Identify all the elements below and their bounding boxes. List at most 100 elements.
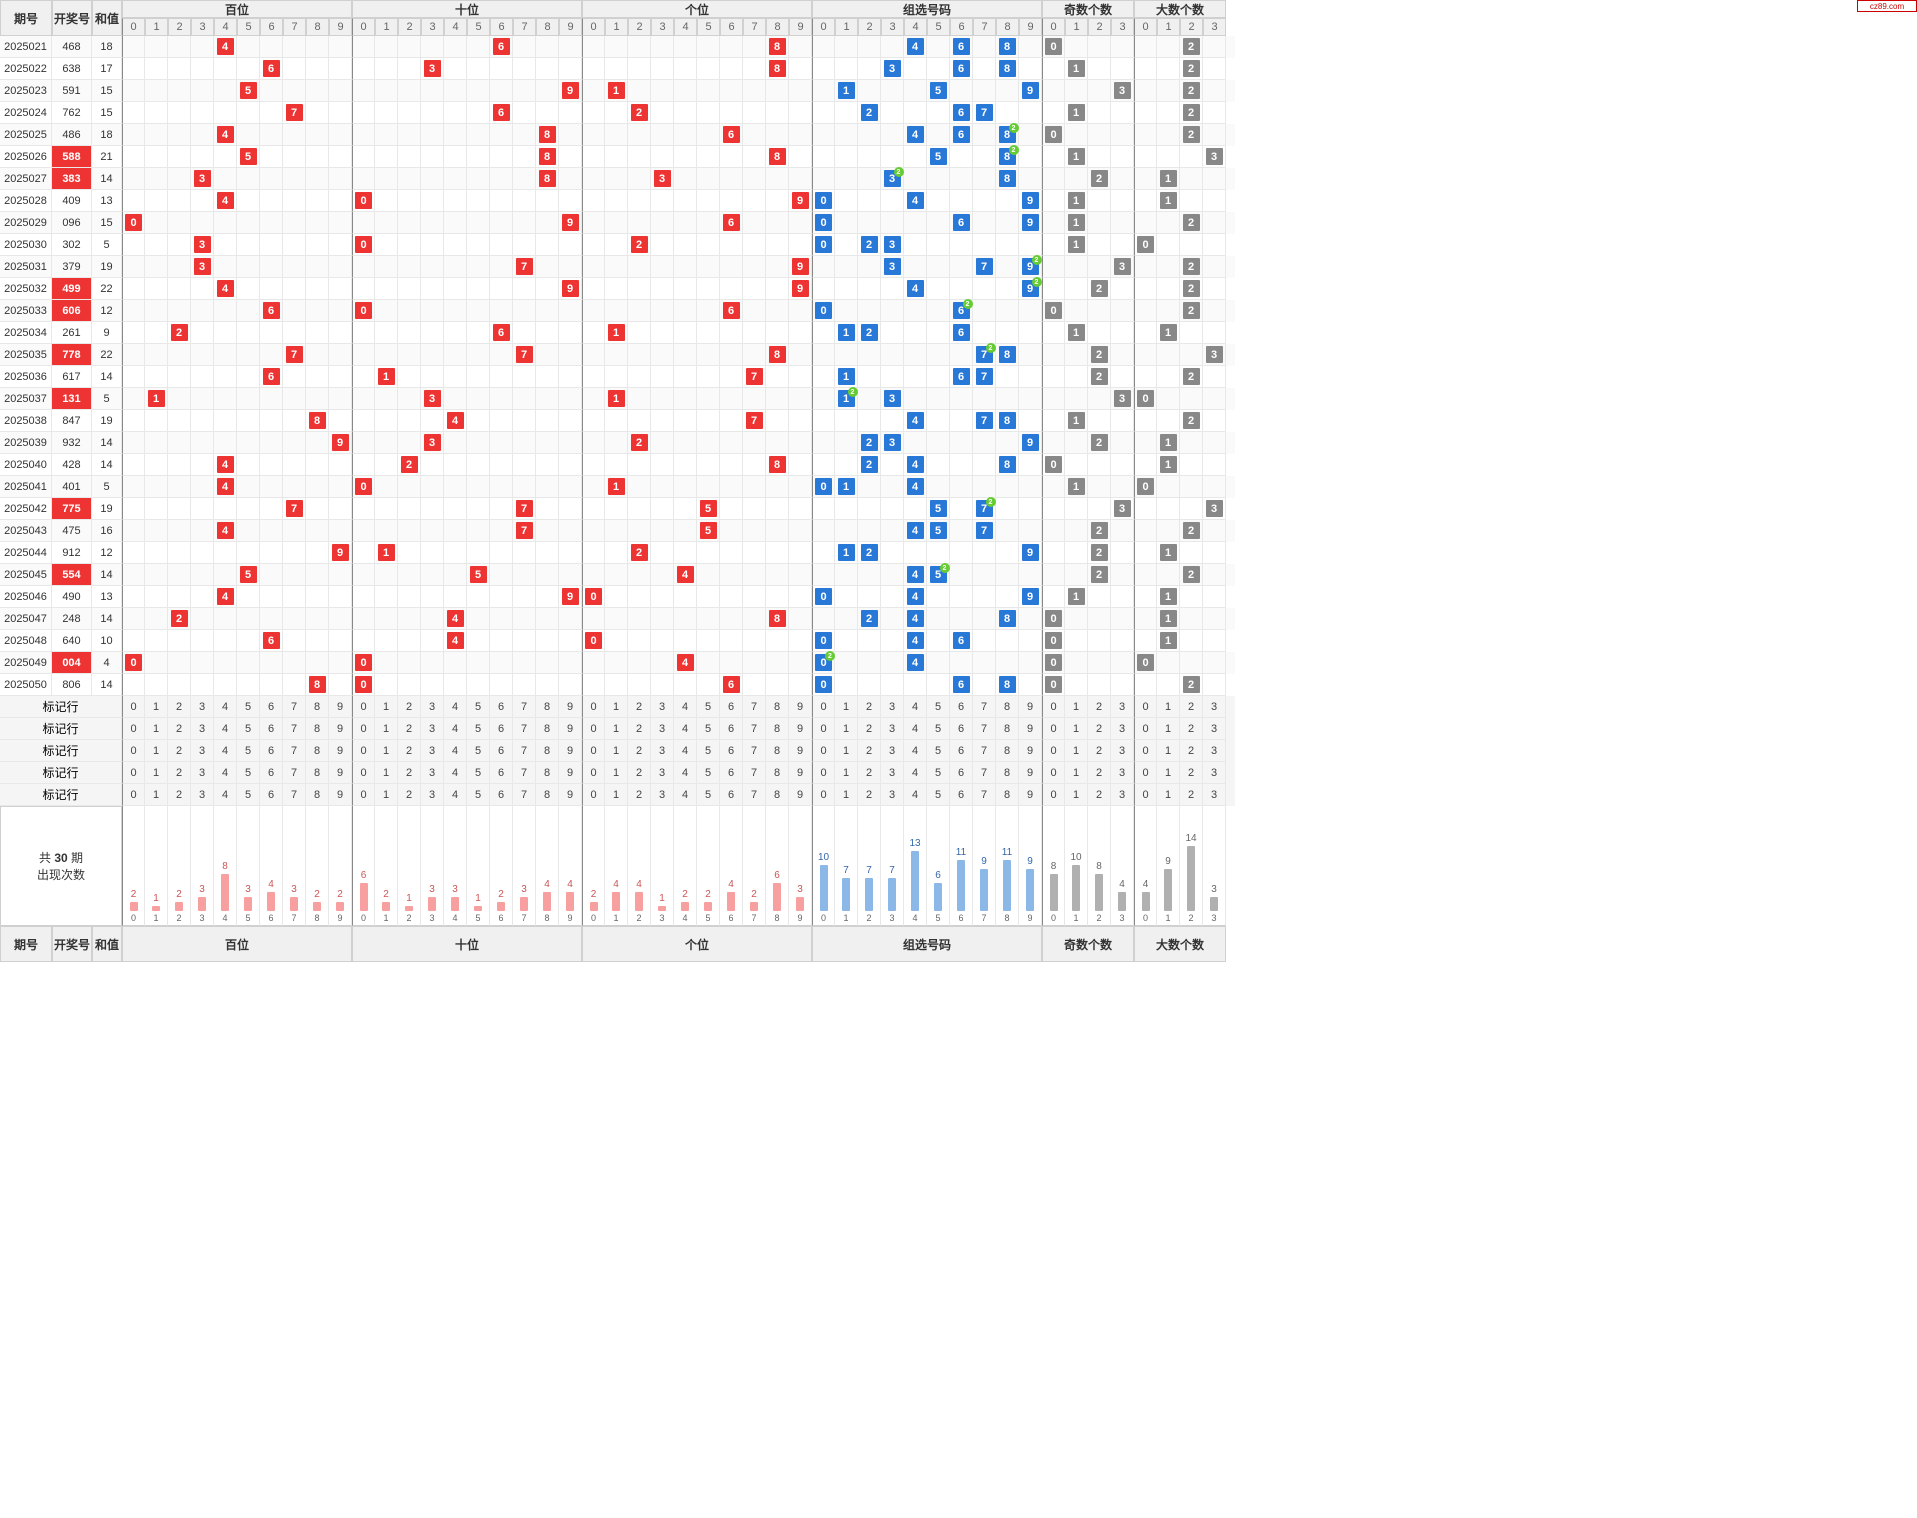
- mark-cell[interactable]: 1: [835, 762, 858, 784]
- mark-cell[interactable]: 7: [283, 784, 306, 806]
- mark-cell[interactable]: 3: [1111, 740, 1134, 762]
- mark-cell[interactable]: 5: [927, 762, 950, 784]
- mark-cell[interactable]: 5: [237, 784, 260, 806]
- mark-cell[interactable]: 4: [674, 762, 697, 784]
- mark-cell[interactable]: 6: [490, 696, 513, 718]
- mark-cell[interactable]: 9: [1019, 762, 1042, 784]
- mark-cell[interactable]: 6: [260, 784, 283, 806]
- mark-cell[interactable]: 7: [743, 740, 766, 762]
- mark-cell[interactable]: 0: [812, 696, 835, 718]
- mark-cell[interactable]: 1: [605, 784, 628, 806]
- mark-cell[interactable]: 3: [421, 718, 444, 740]
- mark-cell[interactable]: 0: [122, 718, 145, 740]
- mark-cell[interactable]: 0: [1134, 740, 1157, 762]
- mark-cell[interactable]: 1: [1065, 696, 1088, 718]
- mark-cell[interactable]: 0: [582, 784, 605, 806]
- mark-cell[interactable]: 0: [812, 740, 835, 762]
- mark-cell[interactable]: 4: [444, 740, 467, 762]
- mark-cell[interactable]: 7: [513, 696, 536, 718]
- mark-cell[interactable]: 4: [674, 718, 697, 740]
- mark-cell[interactable]: 8: [306, 696, 329, 718]
- mark-cell[interactable]: 8: [996, 784, 1019, 806]
- mark-cell[interactable]: 3: [191, 718, 214, 740]
- mark-cell[interactable]: 6: [950, 762, 973, 784]
- mark-cell[interactable]: 3: [421, 784, 444, 806]
- mark-cell[interactable]: 6: [950, 718, 973, 740]
- mark-cell[interactable]: 3: [1203, 696, 1226, 718]
- mark-cell[interactable]: 2: [1180, 740, 1203, 762]
- mark-cell[interactable]: 3: [1203, 718, 1226, 740]
- mark-cell[interactable]: 4: [904, 762, 927, 784]
- mark-cell[interactable]: 0: [582, 762, 605, 784]
- mark-cell[interactable]: 4: [444, 784, 467, 806]
- mark-cell[interactable]: 5: [697, 762, 720, 784]
- mark-cell[interactable]: 5: [927, 740, 950, 762]
- mark-cell[interactable]: 1: [375, 784, 398, 806]
- mark-cell[interactable]: 1: [1065, 762, 1088, 784]
- mark-cell[interactable]: 2: [398, 740, 421, 762]
- mark-cell[interactable]: 7: [973, 762, 996, 784]
- mark-cell[interactable]: 2: [168, 696, 191, 718]
- mark-cell[interactable]: 2: [1180, 762, 1203, 784]
- mark-cell[interactable]: 9: [329, 762, 352, 784]
- mark-cell[interactable]: 1: [1157, 784, 1180, 806]
- mark-cell[interactable]: 7: [743, 696, 766, 718]
- mark-cell[interactable]: 9: [559, 740, 582, 762]
- mark-cell[interactable]: 9: [559, 784, 582, 806]
- mark-cell[interactable]: 7: [743, 762, 766, 784]
- mark-cell[interactable]: 3: [1203, 784, 1226, 806]
- mark-cell[interactable]: 4: [214, 740, 237, 762]
- mark-cell[interactable]: 5: [697, 696, 720, 718]
- mark-cell[interactable]: 2: [628, 696, 651, 718]
- mark-cell[interactable]: 6: [950, 784, 973, 806]
- mark-cell[interactable]: 2: [1180, 718, 1203, 740]
- mark-cell[interactable]: 1: [375, 696, 398, 718]
- mark-cell[interactable]: 9: [1019, 696, 1042, 718]
- mark-cell[interactable]: 6: [490, 762, 513, 784]
- mark-cell[interactable]: 2: [168, 740, 191, 762]
- mark-cell[interactable]: 3: [881, 718, 904, 740]
- mark-cell[interactable]: 0: [812, 718, 835, 740]
- mark-cell[interactable]: 8: [536, 696, 559, 718]
- mark-cell[interactable]: 1: [1157, 762, 1180, 784]
- mark-cell[interactable]: 7: [973, 740, 996, 762]
- mark-cell[interactable]: 6: [950, 740, 973, 762]
- mark-cell[interactable]: 8: [306, 762, 329, 784]
- mark-cell[interactable]: 1: [1065, 718, 1088, 740]
- mark-cell[interactable]: 3: [881, 740, 904, 762]
- mark-cell[interactable]: 1: [145, 784, 168, 806]
- mark-cell[interactable]: 1: [835, 740, 858, 762]
- mark-cell[interactable]: 1: [605, 718, 628, 740]
- mark-cell[interactable]: 9: [329, 784, 352, 806]
- mark-cell[interactable]: 2: [1088, 696, 1111, 718]
- mark-cell[interactable]: 0: [1134, 762, 1157, 784]
- mark-cell[interactable]: 0: [582, 696, 605, 718]
- mark-cell[interactable]: 6: [490, 784, 513, 806]
- mark-cell[interactable]: 9: [559, 718, 582, 740]
- mark-cell[interactable]: 1: [1065, 784, 1088, 806]
- mark-cell[interactable]: 8: [306, 740, 329, 762]
- mark-cell[interactable]: 3: [191, 696, 214, 718]
- mark-cell[interactable]: 0: [1042, 718, 1065, 740]
- mark-cell[interactable]: 3: [651, 718, 674, 740]
- mark-cell[interactable]: 2: [398, 696, 421, 718]
- mark-cell[interactable]: 5: [697, 718, 720, 740]
- mark-cell[interactable]: 1: [1157, 718, 1180, 740]
- mark-cell[interactable]: 8: [306, 718, 329, 740]
- mark-cell[interactable]: 4: [904, 718, 927, 740]
- mark-cell[interactable]: 1: [1065, 740, 1088, 762]
- mark-cell[interactable]: 3: [1111, 762, 1134, 784]
- mark-cell[interactable]: 4: [444, 696, 467, 718]
- mark-cell[interactable]: 0: [812, 762, 835, 784]
- mark-cell[interactable]: 8: [536, 762, 559, 784]
- mark-cell[interactable]: 3: [651, 784, 674, 806]
- mark-cell[interactable]: 7: [283, 762, 306, 784]
- mark-cell[interactable]: 3: [651, 762, 674, 784]
- mark-cell[interactable]: 9: [789, 762, 812, 784]
- mark-cell[interactable]: 8: [766, 762, 789, 784]
- mark-cell[interactable]: 4: [904, 784, 927, 806]
- mark-cell[interactable]: 1: [375, 740, 398, 762]
- mark-cell[interactable]: 3: [1203, 740, 1226, 762]
- mark-cell[interactable]: 3: [191, 784, 214, 806]
- mark-cell[interactable]: 1: [835, 784, 858, 806]
